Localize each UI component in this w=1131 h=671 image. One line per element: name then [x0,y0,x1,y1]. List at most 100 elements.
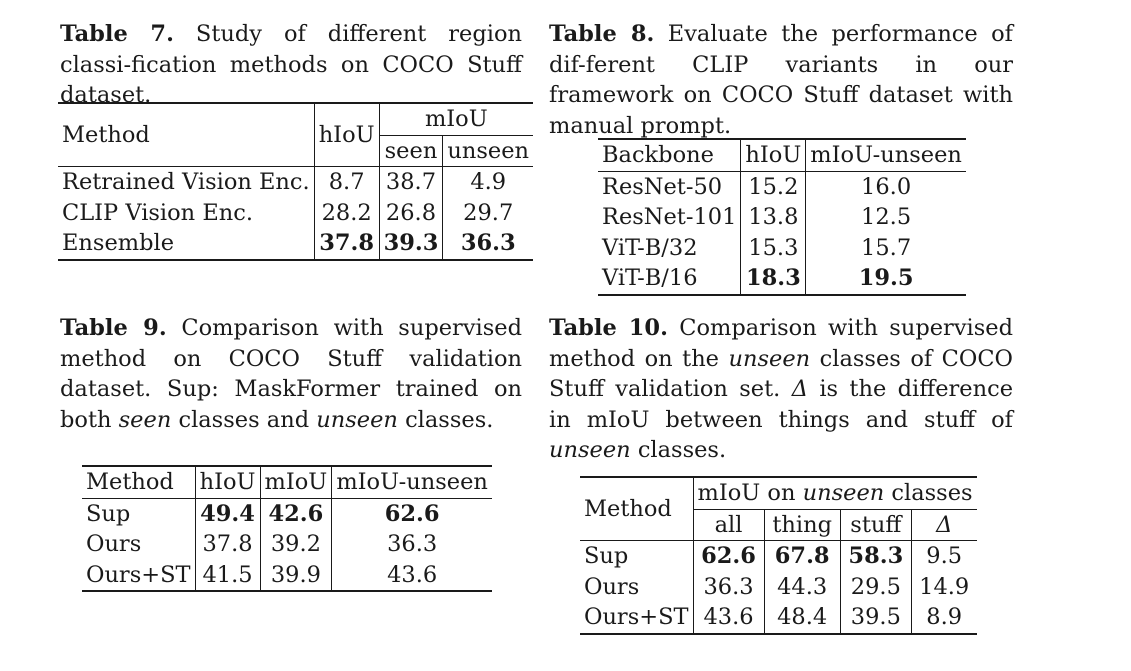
table9-caption-unseen: unseen [316,406,398,433]
t10-stuff: 29.5 [840,571,912,602]
table-row: ViT-B/32 15.3 15.7 [598,232,966,263]
table10-caption-text-2: classes of COCO Stuff validation set. [549,345,1014,403]
table7: Method hIoU mIoU seen unseen Retrained V… [58,102,534,261]
t10-header-delta: Δ [911,509,976,541]
table-row: Ours 36.3 44.3 29.5 14.9 [580,571,977,602]
table9-label: Table 9. [60,315,167,341]
t9-hiou: 37.8 [195,529,261,560]
table7-caption: Table 7. Study of different region class… [60,19,522,111]
table-row: Retrained Vision Enc. 8.7 38.7 4.9 [58,166,534,198]
table10-caption-unseen: unseen [728,345,811,372]
t10-header-group-post: classes [891,480,973,506]
t9-method: Ours+ST [82,559,196,591]
t7-unseen: 4.9 [470,169,507,195]
t10-thing: 48.4 [764,602,841,634]
t9-header-method: Method [82,466,196,498]
t7-seen: 38.7 [379,166,444,198]
t8-header-hiou: hIoU [740,139,807,171]
t7-seen: 39.3 [379,228,444,260]
t8-miou-unseen: 19.5 [858,265,914,291]
t7-method: Retrained Vision Enc. [58,166,315,198]
t9-method: Sup [82,498,196,529]
t7-unseen: 29.7 [463,199,514,226]
table-row: Ours 37.8 39.2 36.3 [82,529,492,560]
table9-caption-text-2: classes and [178,406,310,433]
t8-hiou: 15.3 [740,232,807,263]
t7-hiou: 28.2 [314,197,380,228]
t8-header-backbone: Backbone [598,139,742,171]
t10-header-delta-symbol: Δ [936,511,953,538]
t10-header-group: mIoU on unseen classes [693,477,977,510]
t10-header-all: all [693,509,765,541]
t10-stuff: 58.3 [840,540,912,572]
t10-all: 36.3 [693,571,765,602]
table10-caption-text-4: classes. [637,437,727,463]
t10-thing: 67.8 [764,540,841,572]
t8-miou-unseen: 12.5 [861,204,912,230]
table10-label: Table 10. [549,315,668,341]
table10-caption-unseen-2: unseen [549,437,631,463]
t7-header-unseen: unseen [447,137,530,164]
t9-hiou: 41.5 [195,559,261,591]
table10-caption-text: Comparison with supervised method on the [549,315,1013,372]
t7-seen: 26.8 [379,197,444,228]
t10-header-stuff: stuff [840,509,912,541]
t7-header-hiou: hIoU [314,103,380,167]
t8-backbone: ResNet-50 [598,171,742,202]
t7-hiou: 8.7 [314,166,380,198]
table-row: Sup 62.6 67.8 58.3 9.5 [580,540,977,572]
t7-header-seen: seen [379,135,444,167]
table10-caption-delta: Δ [791,376,808,402]
table-row: ResNet-50 15.2 16.0 [598,171,966,202]
t10-method: Ours+ST [580,602,694,634]
t10-thing: 44.3 [764,571,841,602]
t7-method: Ensemble [58,228,315,260]
t10-all: 43.6 [693,602,765,634]
t10-method: Sup [580,540,694,572]
table-row: ResNet-101 13.8 12.5 [598,202,966,233]
t10-header-thing: thing [764,509,841,541]
t8-hiou: 13.8 [740,202,807,233]
t10-stuff: 39.5 [840,602,912,634]
t10-delta: 8.9 [926,604,963,630]
table-row: ViT-B/16 18.3 19.5 [598,263,966,295]
t9-hiou: 49.4 [195,498,261,529]
t9-miou-unseen: 62.6 [384,500,440,527]
t9-miou: 39.2 [260,529,333,560]
table9-caption-text: Comparison with supervised method on COC… [60,315,522,433]
t10-all: 62.6 [693,540,765,572]
table9: Method hIoU mIoU mIoU-unseen Sup 49.4 42… [82,465,492,592]
table-row: Ensemble 37.8 39.3 36.3 [58,228,534,260]
t9-miou-unseen: 43.6 [387,561,438,588]
t9-header-hiou: hIoU [195,466,261,498]
table-row: Ours+ST 41.5 39.9 43.6 [82,559,492,591]
t7-method: CLIP Vision Enc. [58,197,315,228]
t8-backbone: ViT-B/32 [598,232,742,263]
t9-miou: 42.6 [260,498,333,529]
t7-hiou: 37.8 [314,228,380,260]
t8-miou-unseen: 16.0 [861,173,912,200]
table8-caption: Table 8. Evaluate the performance of dif… [549,19,1013,141]
t9-miou: 39.9 [260,559,333,591]
table10: Method mIoU on unseen classes all thing … [580,476,977,635]
t9-header-miou: mIoU [260,466,333,498]
t8-backbone: ViT-B/16 [598,263,742,295]
table7-label: Table 7. [60,21,174,47]
t10-header-group-pre: mIoU on [697,480,796,506]
t7-header-miou: mIoU [379,103,534,136]
table-row: Sup 49.4 42.6 62.6 [82,498,492,529]
t8-hiou: 18.3 [740,263,807,295]
t8-miou-unseen: 15.7 [861,234,912,261]
table8: Backbone hIoU mIoU-unseen ResNet-50 15.2… [598,138,966,296]
t8-hiou: 15.2 [740,171,807,202]
table10-caption: Table 10. Comparison with supervised met… [549,313,1013,466]
table7-caption-text: Study of different region classi-ficatio… [60,21,522,108]
table8-label: Table 8. [549,21,655,47]
t10-header-group-unseen: unseen [802,480,885,506]
t10-delta: 14.9 [919,573,970,600]
table9-caption-text-3: classes. [405,406,494,433]
t8-header-miou-unseen: mIoU-unseen [810,142,962,168]
t9-method: Ours [82,529,196,560]
table-row: Ours+ST 43.6 48.4 39.5 8.9 [580,602,977,634]
t10-delta: 9.5 [926,543,963,569]
